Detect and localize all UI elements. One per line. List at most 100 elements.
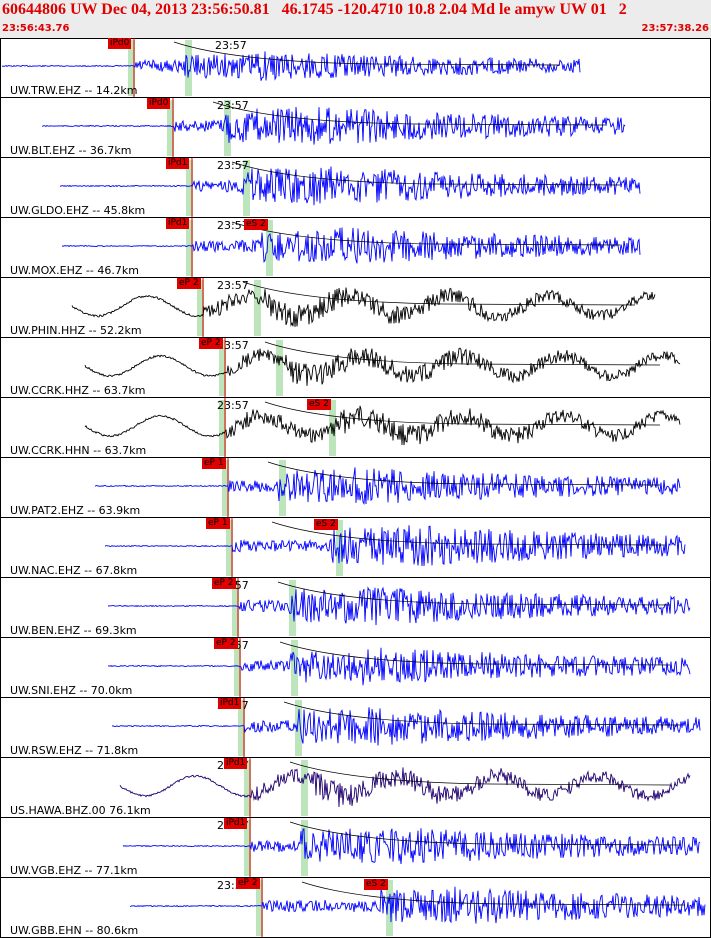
p-phase-pick[interactable]: eP 2 bbox=[214, 638, 238, 649]
p-window bbox=[244, 820, 251, 876]
waveform-trace bbox=[129, 886, 706, 924]
trace-panel[interactable]: UW.GLDO.EHZ -- 45.8km 23:57 iPd1 bbox=[0, 158, 711, 218]
station-label: UW.MOX.EHZ -- 46.7km bbox=[10, 264, 139, 277]
trace-panel[interactable]: UW.GBB.EHN -- 80.6km 23:57 eP 2 eS 2 bbox=[0, 878, 711, 938]
s-window bbox=[279, 460, 286, 516]
s-window bbox=[276, 340, 283, 396]
time-tick-label: 23:57 bbox=[217, 219, 249, 232]
s-window bbox=[295, 700, 302, 756]
waveform-trace bbox=[71, 287, 656, 327]
event-title: 60644806 UW Dec 04, 2013 23:56:50.81 46.… bbox=[2, 1, 627, 18]
station-label: UW.CCRK.HHN -- 63.7km bbox=[10, 444, 147, 457]
p-window bbox=[222, 460, 229, 516]
p-phase-pick[interactable]: iPd1 bbox=[224, 818, 248, 829]
s-window bbox=[386, 880, 393, 936]
p-phase-pick[interactable]: iPd1 bbox=[166, 218, 190, 229]
waveform-trace bbox=[84, 347, 681, 386]
start-time: 23:56:43.76 bbox=[2, 23, 70, 34]
s-window bbox=[289, 580, 296, 636]
trace-panel[interactable]: UW.NAC.EHZ -- 67.8km eP 1 eS 2 bbox=[0, 518, 711, 578]
s-window bbox=[185, 40, 192, 96]
coda-curve bbox=[212, 101, 606, 126]
p-window bbox=[186, 220, 193, 276]
trace-panel[interactable]: UW.PAT2.EHZ -- 63.9km eP 1 bbox=[0, 458, 711, 518]
p-window bbox=[219, 400, 226, 456]
station-label: UW.CCRK.HHZ -- 63.7km bbox=[10, 384, 146, 397]
trace-panel[interactable]: UW.TRW.EHZ -- 14.2km 23:57 iPd0 bbox=[0, 38, 711, 98]
coda-curve bbox=[242, 281, 636, 306]
waveform-trace bbox=[61, 227, 641, 264]
p-phase-pick[interactable]: eP 1 bbox=[202, 458, 226, 469]
s-phase-pick[interactable]: eS 2 bbox=[307, 399, 331, 410]
waveform-trace bbox=[122, 828, 701, 865]
p-phase-pick[interactable]: eP 1 bbox=[206, 518, 230, 529]
trace-panel[interactable]: UW.CCRK.HHN -- 63.7km 23:57 eS 2 bbox=[0, 398, 711, 458]
waveform-trace bbox=[111, 707, 701, 746]
waveform-trace bbox=[108, 647, 691, 686]
s-window bbox=[301, 760, 308, 816]
waveform-canvas bbox=[1, 38, 706, 938]
coda-curve bbox=[283, 701, 681, 726]
waveform-trace bbox=[119, 767, 691, 808]
coda-curve bbox=[271, 521, 666, 546]
station-label: UW.GLDO.EHZ -- 45.8km bbox=[10, 204, 146, 217]
p-window bbox=[197, 280, 204, 336]
p-phase-pick[interactable]: iPd0 bbox=[147, 98, 171, 109]
s-window bbox=[243, 160, 250, 216]
station-label: UW.SNI.EHZ -- 70.0km bbox=[10, 684, 133, 697]
p-phase-pick[interactable]: eP 2 bbox=[199, 338, 223, 349]
p-phase-pick[interactable]: eP 2 bbox=[212, 578, 236, 589]
coda-curve bbox=[173, 41, 561, 66]
s-phase-pick[interactable]: eS 2 bbox=[244, 219, 268, 230]
coda-curve bbox=[289, 761, 671, 786]
waveform-trace bbox=[104, 525, 686, 567]
s-window bbox=[266, 220, 273, 276]
station-label: UW.BEN.EHZ -- 69.3km bbox=[10, 624, 137, 637]
p-window bbox=[128, 40, 135, 96]
station-label: UW.PAT2.EHZ -- 63.9km bbox=[10, 504, 141, 517]
p-window bbox=[219, 340, 226, 396]
p-phase-pick[interactable]: iPd1 bbox=[218, 698, 242, 709]
coda-curve bbox=[267, 461, 661, 486]
header-bar: 60644806 UW Dec 04, 2013 23:56:50.81 46.… bbox=[0, 0, 711, 38]
trace-panel[interactable]: UW.PHIN.HHZ -- 52.2km 23:57 eP 2 bbox=[0, 278, 711, 338]
coda-curve bbox=[289, 821, 681, 846]
p-phase-pick[interactable]: eP 2 bbox=[177, 278, 201, 289]
trace-panel[interactable]: UW.BLT.EHZ -- 36.7km 23:57 iPd0 bbox=[0, 98, 711, 158]
p-window bbox=[256, 880, 263, 936]
time-tick-label: 23:57 bbox=[217, 279, 249, 292]
station-label: UW.RSW.EHZ -- 71.8km bbox=[10, 744, 139, 757]
s-window bbox=[254, 280, 261, 336]
station-label: UW.BLT.EHZ -- 36.7km bbox=[10, 144, 132, 157]
station-label: UW.TRW.EHZ -- 14.2km bbox=[10, 84, 138, 97]
coda-curve bbox=[264, 401, 661, 426]
p-phase-pick[interactable]: iPd0 bbox=[108, 38, 132, 49]
coda-curve bbox=[279, 641, 671, 666]
s-phase-pick[interactable]: eS 2 bbox=[314, 519, 338, 530]
waveform-trace bbox=[41, 106, 626, 145]
waveform-trace bbox=[94, 467, 681, 505]
waveform-trace bbox=[84, 405, 681, 446]
p-window bbox=[232, 580, 239, 636]
trace-panel[interactable]: UW.MOX.EHZ -- 46.7km 23:57 iPd1 eS 2 bbox=[0, 218, 711, 278]
time-tick-label: 23:57 bbox=[215, 39, 247, 52]
time-tick-label: 23:57 bbox=[217, 339, 249, 352]
coda-curve bbox=[301, 881, 686, 906]
p-phase-pick[interactable]: iPd1 bbox=[166, 158, 190, 169]
station-label: UW.NAC.EHZ -- 67.8km bbox=[10, 564, 138, 577]
time-tick-label: 23:57 bbox=[217, 99, 249, 112]
station-label: UW.GBB.EHN -- 80.6km bbox=[10, 924, 139, 937]
time-tick-label: 23:57 bbox=[217, 399, 249, 412]
s-phase-pick[interactable]: eS 2 bbox=[364, 879, 388, 890]
p-phase-pick[interactable]: iPd1 bbox=[224, 758, 248, 769]
coda-curve bbox=[231, 161, 621, 186]
p-phase-pick[interactable]: eP 2 bbox=[236, 878, 260, 889]
trace-panel[interactable]: UW.CCRK.HHZ -- 63.7km 23:57 eP 2 bbox=[0, 338, 711, 398]
station-label: US.HAWA.BHZ.00 76.1km bbox=[10, 804, 151, 817]
p-window bbox=[234, 640, 241, 696]
